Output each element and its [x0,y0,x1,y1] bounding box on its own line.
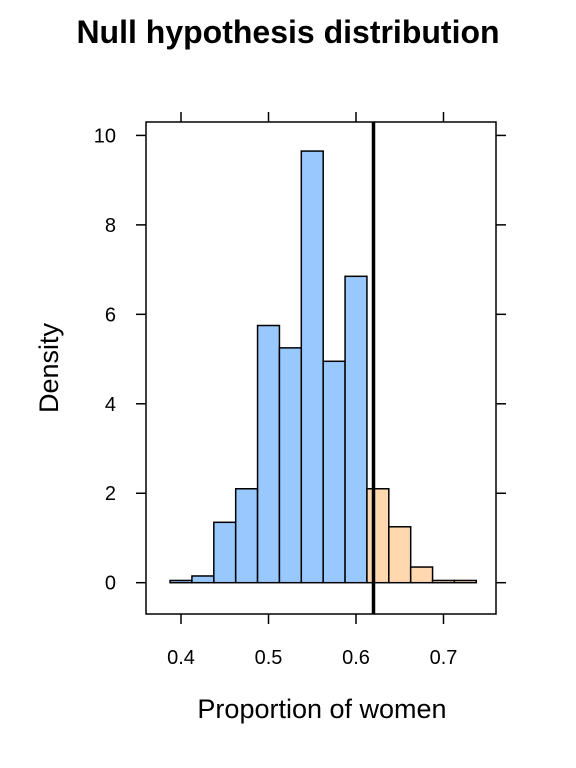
histogram-bar-3 [234,488,259,584]
histogram-bar-13 [453,579,478,584]
plot-frame [145,121,497,615]
x-tick-label-1: 0.5 [255,647,283,669]
y-tick-label-0: 0 [105,573,116,595]
chart-title: Null hypothesis distribution [76,14,499,50]
y-tick-label-1: 2 [105,483,116,505]
ticks-layer: 0.4 0.5 0.6 0.7 0 2 4 6 8 10 [94,112,506,669]
x-tick-label-2: 0.6 [342,647,370,669]
x-axis-label: Proportion of women [197,694,446,724]
y-tick-label-4: 8 [105,215,116,237]
x-tick-label-0: 0.4 [167,647,195,669]
histogram-bar-2 [213,521,237,584]
y-tick-label-2: 4 [105,394,116,416]
x-tick-label-3: 0.7 [430,647,458,669]
histogram-bar-8 [344,275,368,584]
histogram-bar-1 [191,575,215,584]
histogram-bar-9 [366,488,390,584]
y-tick-label-3: 6 [105,304,116,326]
histogram-bar-5 [278,347,303,584]
histogram-bar-10 [388,526,412,584]
y-tick-label-5: 10 [94,125,116,147]
histogram-bar-4 [256,324,281,584]
histogram-bar-6 [300,150,324,584]
y-axis-label: Density [34,322,64,413]
histogram-bar-0 [169,579,193,584]
histogram-bar-11 [409,566,434,584]
histogram-bar-12 [431,579,456,584]
bars-layer [169,150,478,584]
histogram-bar-7 [322,360,346,584]
